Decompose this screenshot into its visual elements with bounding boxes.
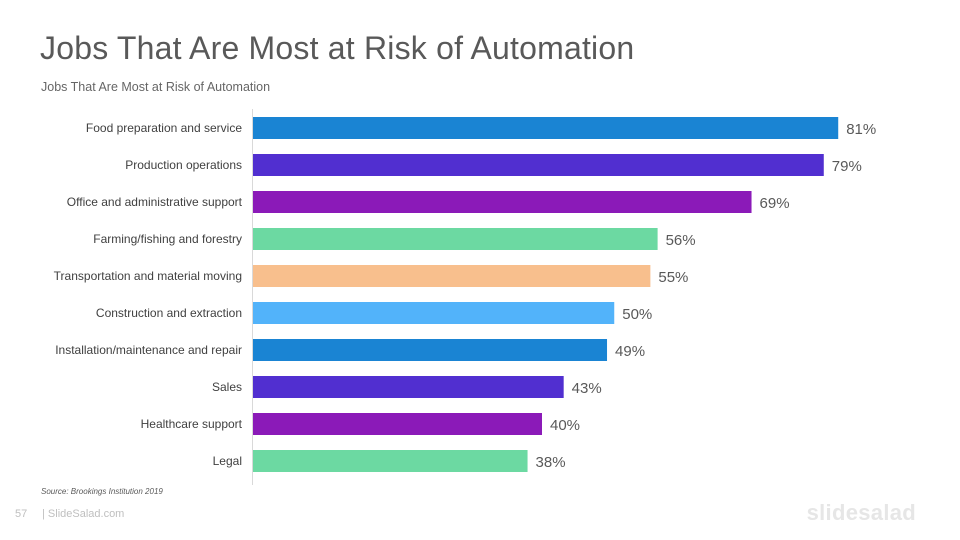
category-label: Office and administrative support	[67, 195, 243, 209]
data-label: 50%	[622, 306, 652, 323]
bar	[253, 191, 752, 213]
bar	[253, 228, 658, 250]
footer-site: | SlideSalad.com	[42, 508, 125, 520]
bar	[253, 450, 528, 472]
category-label: Food preparation and service	[86, 121, 242, 135]
data-label: 40%	[550, 417, 580, 434]
category-label: Construction and extraction	[96, 306, 242, 320]
category-label: Installation/maintenance and repair	[55, 343, 242, 357]
category-label: Sales	[212, 380, 242, 394]
bar	[253, 265, 651, 287]
data-label: 38%	[536, 454, 566, 471]
data-label: 49%	[615, 343, 645, 360]
data-label: 56%	[666, 232, 696, 249]
chart-subtitle: Jobs That Are Most at Risk of Automation	[41, 80, 271, 94]
category-label: Legal	[213, 454, 242, 468]
category-label: Farming/fishing and forestry	[93, 232, 242, 246]
bar	[253, 339, 608, 361]
data-label: 43%	[572, 380, 602, 397]
slide-title: Jobs That Are Most at Risk of Automation	[40, 30, 635, 66]
data-label: 69%	[760, 195, 790, 212]
category-label: Production operations	[125, 158, 242, 172]
slidesalad-logo: slidesalad	[806, 500, 916, 525]
bar	[253, 154, 824, 176]
bar	[253, 117, 839, 139]
source-note: Source: Brookings Institution 2019	[41, 487, 163, 496]
data-label: 55%	[658, 269, 688, 286]
bar	[253, 413, 542, 435]
bar	[253, 376, 564, 398]
data-label: 81%	[846, 121, 876, 138]
category-label: Healthcare support	[141, 417, 243, 431]
category-label: Transportation and material moving	[54, 269, 242, 283]
page-number: 57	[15, 508, 28, 520]
bar	[253, 302, 615, 324]
data-label: 79%	[832, 158, 862, 175]
